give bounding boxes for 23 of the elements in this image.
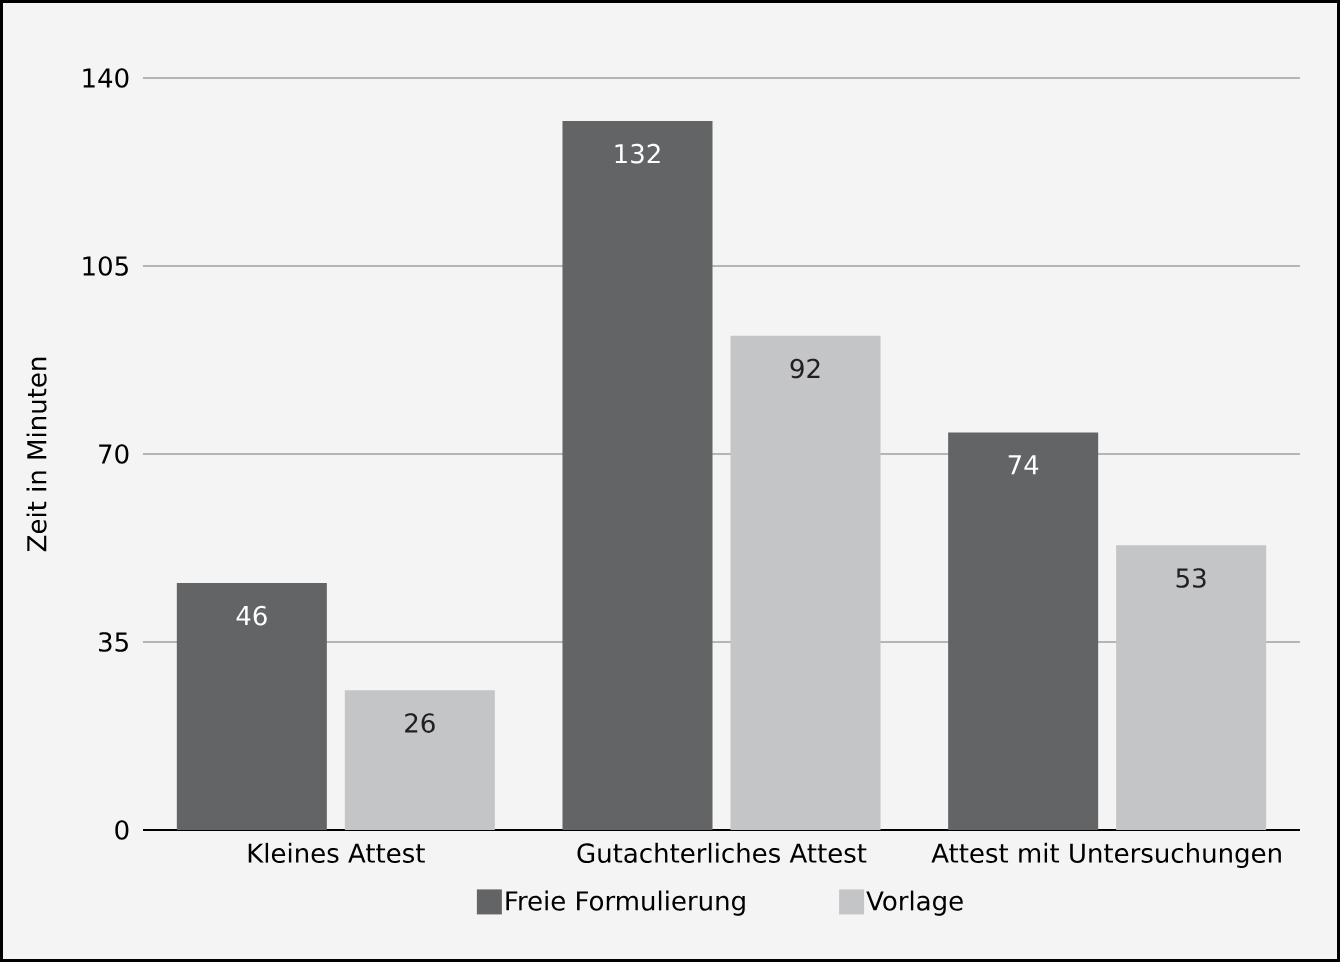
- bar: [562, 120, 713, 830]
- x-tick-label: Gutachterliches Attest: [577, 842, 867, 863]
- data-label: 26: [405, 713, 435, 733]
- bar: [1116, 545, 1267, 830]
- data-label: 92: [790, 358, 820, 379]
- bar: [730, 335, 881, 830]
- legend-label: Freie Formulierung: [506, 890, 745, 916]
- y-axis-title: Zeit in Minuten: [26, 357, 47, 552]
- y-tick-label: 70: [99, 444, 129, 464]
- y-tick-label: 105: [83, 256, 128, 276]
- bar: [344, 690, 495, 830]
- bar: [176, 582, 327, 830]
- y-tick-label: 0: [115, 820, 129, 840]
- data-label: 53: [1176, 568, 1206, 588]
- y-tick-label: 140: [83, 68, 129, 88]
- data-label: 74: [1008, 455, 1039, 475]
- legend-label: Vorlage: [866, 890, 963, 916]
- x-tick-label: Attest mit Untersuchungen: [931, 842, 1281, 869]
- y-tick-label: 35: [99, 632, 128, 652]
- bar: [948, 432, 1099, 830]
- x-tick-label: Kleines Attest: [248, 842, 425, 863]
- data-label: 132: [615, 143, 660, 164]
- data-label: 46: [236, 605, 267, 626]
